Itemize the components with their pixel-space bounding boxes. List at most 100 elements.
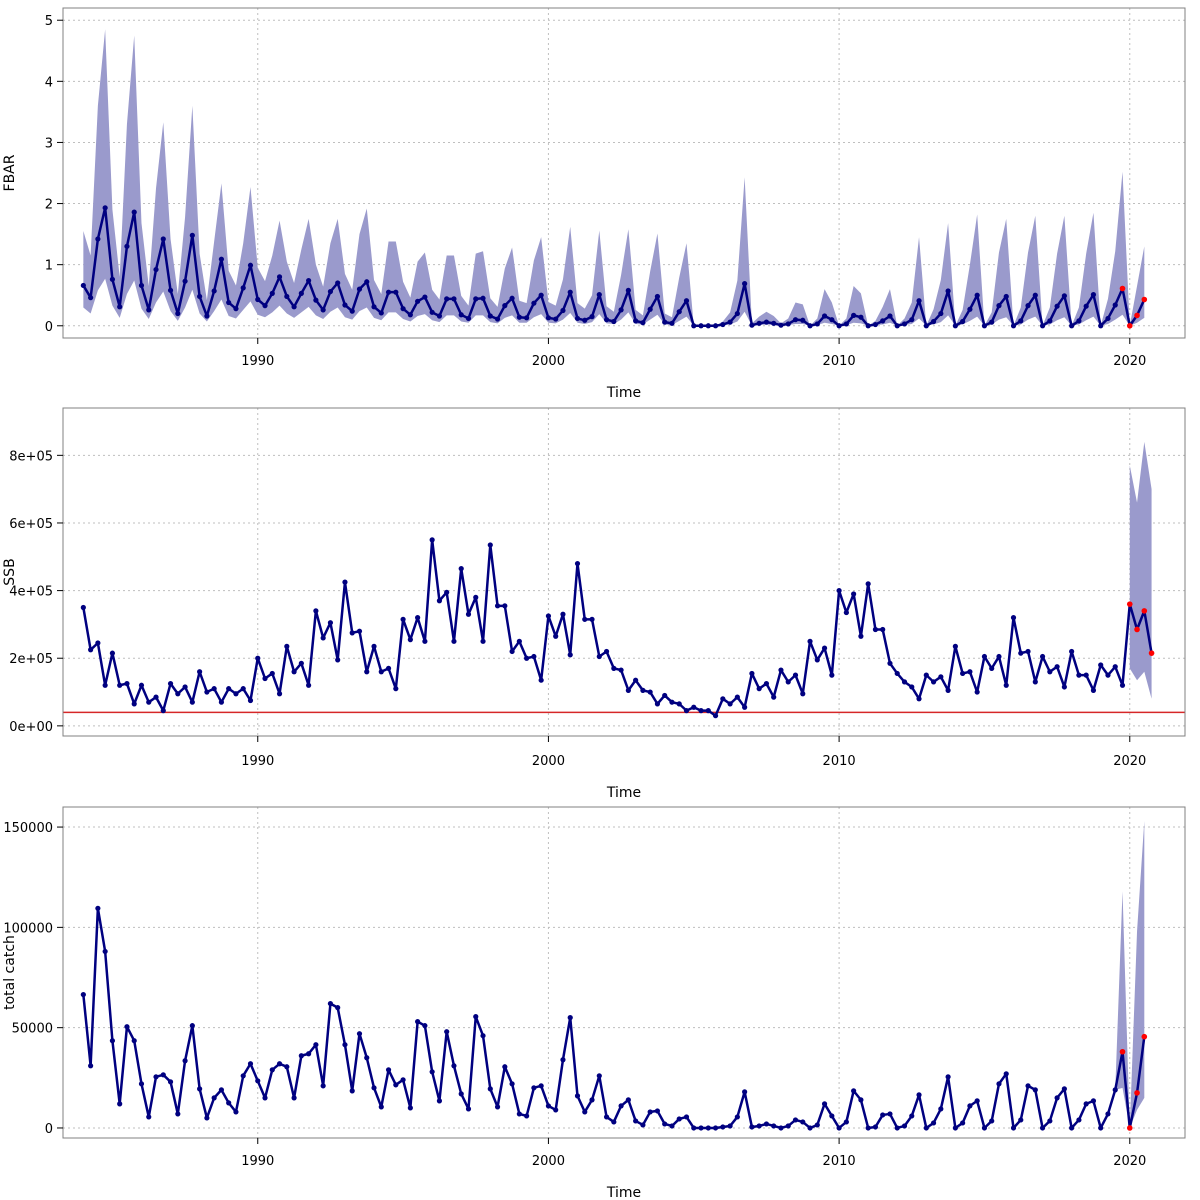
ssb-data-point bbox=[371, 643, 377, 649]
fbar-data-point bbox=[625, 287, 631, 293]
ssb-data-point bbox=[422, 638, 428, 644]
fbar-y-tick-label: 1 bbox=[45, 259, 53, 274]
catch-data-point bbox=[574, 1093, 581, 1099]
catch-data-point bbox=[385, 1067, 392, 1073]
fbar-data-point bbox=[1032, 292, 1038, 298]
fbar-data-point bbox=[923, 323, 929, 329]
fbar-data-point bbox=[1025, 303, 1031, 309]
fbar-data-point bbox=[473, 296, 479, 302]
ssb-data-point bbox=[974, 689, 980, 695]
catch-data-point bbox=[938, 1106, 944, 1112]
fbar-data-point bbox=[211, 288, 217, 294]
catch-data-point bbox=[683, 1114, 690, 1120]
ssb-data-point bbox=[480, 638, 486, 644]
ssb-data-point bbox=[487, 542, 493, 548]
catch-data-point bbox=[742, 1089, 748, 1095]
ssb-data-point bbox=[80, 604, 86, 611]
catch-data-point bbox=[95, 905, 101, 911]
ssb-data-point bbox=[349, 630, 355, 636]
ssb-data-point bbox=[262, 675, 268, 682]
catch-data-point bbox=[342, 1042, 348, 1048]
ssb-data-point bbox=[117, 682, 123, 688]
ssb-data-point bbox=[240, 686, 246, 692]
catch-data-point bbox=[989, 1118, 995, 1124]
fbar-data-point bbox=[589, 314, 595, 320]
fbar-data-point bbox=[197, 293, 203, 300]
fbar-y-tick-label: 3 bbox=[45, 136, 53, 151]
ssb-data-point bbox=[109, 650, 116, 656]
fbar-data-point bbox=[320, 307, 326, 313]
fbar-data-point bbox=[872, 321, 879, 328]
ssb-data-point bbox=[749, 670, 755, 677]
fbar-data-point bbox=[654, 293, 661, 300]
ssb-y-tick-label: 8e+05 bbox=[9, 449, 53, 464]
ssb-data-point bbox=[465, 611, 472, 617]
fbar-x-axis-title: Time bbox=[606, 385, 641, 401]
fbar-data-point bbox=[1098, 323, 1104, 329]
fbar-data-point bbox=[269, 290, 275, 296]
fbar-data-point bbox=[276, 274, 283, 280]
fbar-data-point bbox=[1083, 303, 1089, 309]
fbar-data-point bbox=[567, 289, 573, 295]
catch-y-tick-label: 0 bbox=[45, 1122, 53, 1137]
ssb-data-point bbox=[792, 672, 799, 678]
fbar-data-point bbox=[407, 312, 413, 318]
fbar-data-point bbox=[1069, 323, 1075, 329]
ssb-data-point bbox=[516, 638, 522, 644]
fbar-data-point bbox=[109, 276, 116, 282]
catch-panel: 1990 2000 2010 2020 0 50000 100000 150000 Time to… bbox=[2, 806, 1186, 1200]
catch-x-tick-label: 2010 bbox=[823, 1154, 856, 1169]
ssb-data-point bbox=[502, 603, 508, 609]
fbar-panel: 1990 2000 2010 2020 0 1 2 3 4 5 Time FBAR bbox=[2, 7, 1186, 401]
catch-data-point bbox=[596, 1073, 602, 1079]
fbar-data-point bbox=[458, 312, 464, 318]
catch-y-tick-label: 100000 bbox=[3, 921, 53, 936]
fbar-data-point bbox=[487, 313, 493, 319]
ssb-data-point bbox=[298, 660, 304, 666]
ssb-data-point bbox=[124, 680, 130, 687]
catch-data-point bbox=[589, 1097, 595, 1103]
fbar-data-point bbox=[400, 306, 406, 312]
catch-data-point bbox=[625, 1097, 631, 1103]
ssb-projection-point bbox=[1141, 608, 1148, 614]
catch-data-point bbox=[843, 1119, 849, 1125]
catch-data-point bbox=[1003, 1071, 1009, 1077]
catch-data-point bbox=[109, 1038, 116, 1044]
fbar-data-point bbox=[146, 307, 152, 313]
ssb-data-point bbox=[451, 638, 457, 644]
catch-data-point bbox=[502, 1064, 508, 1070]
catch-data-point bbox=[182, 1058, 188, 1064]
ssb-projection-point bbox=[1148, 650, 1155, 656]
fbar-data-point bbox=[792, 317, 799, 323]
ssb-data-point bbox=[734, 694, 740, 700]
catch-data-point bbox=[1105, 1111, 1111, 1117]
ssb-confidence-band bbox=[1129, 441, 1152, 699]
catch-data-point bbox=[494, 1104, 501, 1110]
fbar-data-point bbox=[415, 298, 421, 304]
fbar-data-point bbox=[582, 317, 588, 323]
ssb-data-point bbox=[923, 672, 929, 678]
ssb-data-point bbox=[836, 587, 842, 594]
catch-data-point bbox=[858, 1097, 864, 1103]
catch-data-point bbox=[800, 1119, 806, 1125]
fbar-data-point bbox=[335, 280, 341, 286]
fbar-data-point bbox=[393, 289, 399, 295]
fbar-data-point bbox=[371, 304, 377, 310]
ssb-data-point bbox=[415, 615, 421, 621]
ssb-data-point bbox=[625, 687, 631, 693]
ssb-data-point bbox=[182, 684, 188, 690]
catch-data-point bbox=[807, 1125, 813, 1131]
ssb-data-point bbox=[407, 637, 413, 643]
ssb-data-point bbox=[996, 653, 1002, 660]
ssb-data-point bbox=[313, 608, 319, 614]
fbar-data-point bbox=[865, 323, 871, 329]
fbar-data-point bbox=[429, 309, 435, 315]
fbar-data-point bbox=[1010, 323, 1017, 329]
ssb-data-point bbox=[1054, 664, 1060, 670]
catch-data-point bbox=[327, 1000, 334, 1007]
fbar-data-point bbox=[989, 319, 995, 325]
ssb-data-point bbox=[1025, 648, 1031, 655]
catch-data-point bbox=[88, 1063, 94, 1069]
fbar-data-point bbox=[727, 319, 733, 325]
catch-data-point bbox=[524, 1113, 530, 1119]
